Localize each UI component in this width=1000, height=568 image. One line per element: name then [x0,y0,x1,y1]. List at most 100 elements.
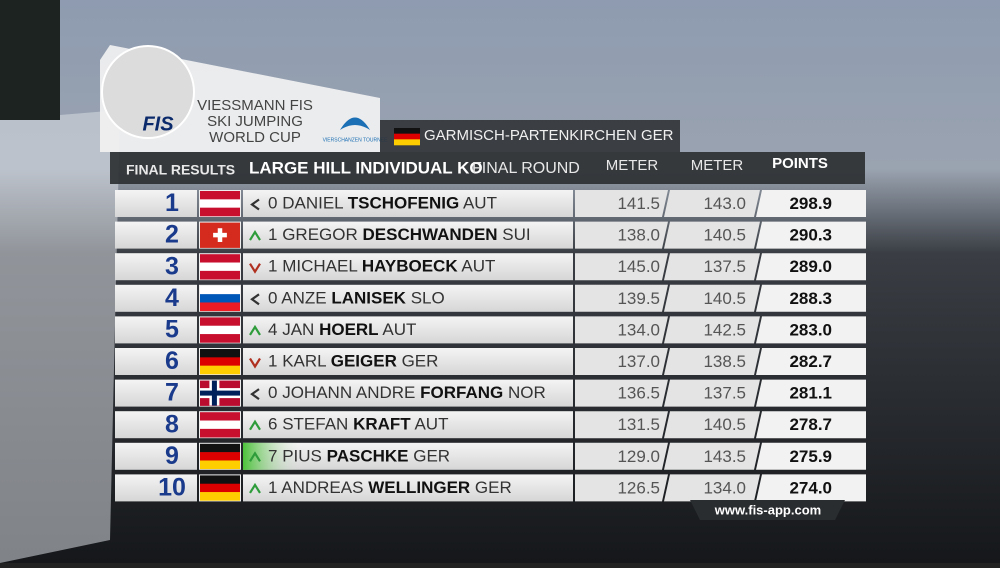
flag-stripe [200,443,240,453]
meter: 126.5 [617,478,660,497]
first-name: JAN [282,320,314,339]
points-cell [756,379,866,407]
title-line: VIESSMANN FIS [197,97,313,114]
last-name: HOERL [319,320,379,339]
points: 289.0 [789,257,832,276]
trend-icon [249,263,261,274]
flag-stripe [200,452,240,461]
meter-cell [664,442,760,470]
meter-cell [575,348,668,375]
points-cell [756,411,866,439]
flag-stripe [200,270,240,280]
rank-change: 6 [268,415,277,434]
flag-stripe [394,133,420,140]
meter-cell [575,190,668,217]
rank-cell [115,379,197,407]
points-cell [756,474,866,502]
meter: 137.5 [703,384,746,403]
name-cell [243,190,573,217]
meter-cell [575,379,668,407]
athlete: 0 ANZE LANISEK SLO [268,289,445,308]
table-header [110,152,865,184]
rank-change: 7 [268,447,277,466]
column-header: POINTS [772,155,828,172]
rank-cell [115,316,197,344]
flag-stripe [200,207,240,217]
flag-stripe [200,317,240,327]
meter-cell [575,442,668,470]
result-row: 7 0 JOHANN ANDRE FORFANG NOR 136.5 137.5 281… [115,379,866,407]
trend-icon [249,324,261,336]
flag-stripe [200,460,240,470]
rank-change: 1 [268,478,277,497]
nation: SUI [502,226,530,245]
trend-icon [249,419,261,431]
globe-logo [101,45,195,139]
athlete: 7 PIUS PASCHKE GER [268,447,450,466]
first-name: ANDREAS [281,478,363,497]
name-cell [243,348,573,375]
nation: AUT [382,320,416,339]
result-row: 10 1 ANDREAS WELLINGER GER 126.5 134.0 274.0 [115,474,866,502]
rank-change: 0 [268,384,277,403]
result-row: 5 4 JAN HOERL AUT 134.0 142.5 283.0 [115,316,866,344]
first-name: GREGOR [282,226,358,245]
rank-change: 0 [268,194,277,213]
venue-name: GARMISCH-PARTENKIRCHEN [424,127,637,144]
rank: 5 [165,316,179,344]
rank-cell [115,284,197,312]
result-row: 6 1 KARL GEIGER GER 137.0 138.5 282.7 [115,347,866,375]
last-name: FORFANG [420,384,503,403]
nation: AUT [461,257,495,276]
rank: 2 [165,221,179,249]
meter-cell [575,316,668,344]
flag-stripe [200,191,240,200]
venue-flag [394,128,420,146]
nation: GER [475,478,512,497]
points: 288.3 [789,289,832,308]
rank-cell [115,348,197,375]
points-cell [756,221,866,249]
rank-change: 1 [268,352,277,371]
meter: 137.0 [617,352,660,371]
athlete: 6 STEFAN KRAFT AUT [268,415,448,434]
athlete: 0 JOHANN ANDRE FORFANG NOR [268,384,546,403]
meter: 141.5 [617,194,660,213]
trend-icon [250,198,260,211]
meter: 136.5 [617,384,660,403]
title-line: SKI JUMPING [207,113,303,130]
result-row: 4 0 ANZE LANISEK SLO 139.5 140.5 288.3 [115,284,866,312]
results-label: FINAL RESULTS [126,162,235,178]
meter: 129.0 [617,447,660,466]
points-cell [756,348,866,375]
points-cell [756,442,866,470]
last-name: LANISEK [331,289,406,308]
rank-change: 4 [268,320,277,339]
athlete: 1 KARL GEIGER GER [268,352,438,371]
rank-cell [115,442,197,470]
trend-icon [250,388,260,400]
points-cell [756,316,866,344]
meter: 134.0 [617,320,660,339]
meter-cell [575,284,668,312]
rank-cell [115,411,197,439]
rank-change: 0 [268,289,277,308]
points: 275.9 [789,447,832,466]
trend-icon [249,451,261,462]
flag-stripe [200,262,240,272]
nation: SLO [411,289,445,308]
flag-cross [200,390,240,396]
rank: 10 [158,474,186,502]
flag-stripe [200,365,240,375]
flag-stripe [200,199,240,208]
meter-cell [575,474,668,502]
first-name: JOHANN ANDRE [282,384,415,403]
name-cell [243,284,573,312]
flag-stripe [200,325,240,335]
name-cell [243,221,573,249]
meter-cell [575,253,668,281]
flag-stripe [394,128,420,134]
ski-hill [0,110,120,563]
